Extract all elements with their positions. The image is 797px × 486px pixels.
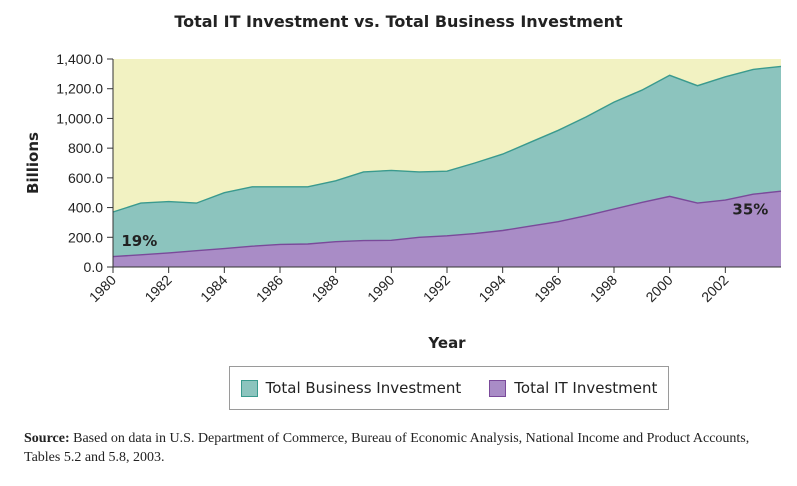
y-tick-label: 600.0 bbox=[68, 170, 103, 186]
annotation-it-share-2003: 35% bbox=[732, 200, 768, 218]
legend-swatch-business bbox=[240, 379, 258, 397]
x-tick-label: 1980 bbox=[86, 272, 119, 305]
source-text: Based on data in U.S. Department of Comm… bbox=[24, 431, 750, 465]
x-tick-label: 2000 bbox=[642, 272, 675, 305]
y-tick-label: 400.0 bbox=[68, 200, 103, 216]
y-tick-label: 0.0 bbox=[84, 259, 104, 275]
line-series-it bbox=[112, 190, 782, 258]
legend-swatch-it bbox=[489, 379, 507, 397]
legend-label-business: Total Business Investment bbox=[265, 379, 462, 397]
x-tick-label: 2002 bbox=[698, 272, 731, 305]
x-tick-label: 1982 bbox=[141, 272, 174, 305]
y-tick-label: 1,200.0 bbox=[56, 81, 103, 97]
y-axis-title: Billions bbox=[24, 132, 42, 194]
area-series-it bbox=[113, 191, 781, 267]
x-tick-label: 1988 bbox=[308, 272, 341, 305]
x-tick-label: 1992 bbox=[420, 272, 453, 305]
annotation-it-share-1980: 19% bbox=[121, 232, 157, 250]
chart-area: 0.0 200.0 400.0 600.0 800.0 1,000.0 1,200.0 1,4… bbox=[24, 51, 782, 352]
legend-item-business: Total Business Investment bbox=[240, 379, 462, 397]
x-tick-label: 1996 bbox=[531, 272, 564, 305]
y-tick-label: 1,000.0 bbox=[56, 110, 103, 126]
y-tick-label: 200.0 bbox=[68, 229, 103, 245]
x-tick-label: 1986 bbox=[253, 272, 286, 305]
chart-title: Total IT Investment vs. Total Business I… bbox=[174, 12, 623, 31]
x-tick-label: 1984 bbox=[197, 272, 230, 305]
y-tick-label: 800.0 bbox=[68, 140, 103, 156]
legend-item-it: Total IT Investment bbox=[489, 379, 657, 397]
source-note: Source: Based on data in U.S. Department… bbox=[24, 429, 784, 467]
x-tick-label: 1998 bbox=[587, 272, 620, 305]
x-tick-label: 1990 bbox=[364, 272, 397, 305]
legend: Total Business Investment Total IT Inves… bbox=[229, 366, 669, 410]
x-axis-title: Year bbox=[427, 334, 466, 352]
legend-label-it: Total IT Investment bbox=[514, 379, 658, 397]
source-label: Source: bbox=[24, 431, 70, 446]
x-tick-label: 1994 bbox=[475, 272, 508, 305]
y-tick-label: 1,400.0 bbox=[56, 51, 103, 67]
line-series-business bbox=[112, 65, 782, 213]
